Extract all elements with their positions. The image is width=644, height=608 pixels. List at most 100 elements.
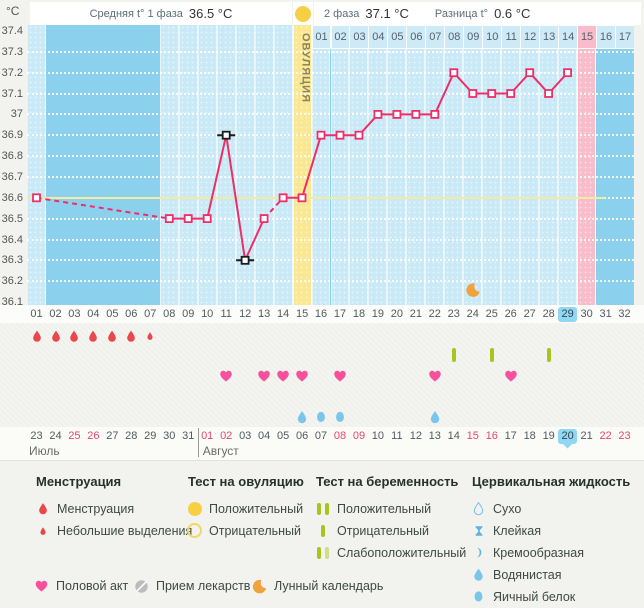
date-label[interactable]: 10 [371,430,385,442]
day-column-27[interactable] [520,25,540,305]
cycle-day-number-17[interactable]: 17 [333,308,347,320]
dry-drop-icon [470,501,487,516]
day-column-17[interactable] [330,25,350,305]
cycle-day-number-06[interactable]: 06 [125,308,138,320]
day-column-10[interactable] [197,25,217,305]
date-label[interactable]: 18 [523,430,536,442]
day-column-25[interactable] [482,25,502,305]
cycle-day-number-11[interactable]: 11 [220,308,232,320]
cycle-day-number-30[interactable]: 30 [580,308,593,320]
temp-marker-day-17 [335,130,345,140]
date-label[interactable]: 03 [239,430,252,442]
spotting-drop-icon [34,526,51,536]
date-label[interactable]: 12 [409,430,423,442]
date-label[interactable]: 02 [220,430,233,442]
legend-item-spotting: Небольшие выделения [34,520,192,541]
cycle-day-number-04[interactable]: 04 [87,308,100,320]
date-label[interactable]: 05 [276,430,290,442]
day-column-30[interactable] [577,25,597,305]
cycle-day-number-24[interactable]: 24 [466,308,479,320]
heart-icon [33,579,50,593]
cycle-day-number-23[interactable]: 23 [447,308,460,320]
date-label[interactable]: 24 [49,430,62,442]
cycle-day-number-25[interactable]: 25 [485,308,498,320]
cycle-day-number-18[interactable]: 18 [352,308,366,320]
cycle-day-number-27[interactable]: 27 [523,308,536,320]
date-label[interactable]: 22 [599,430,612,442]
day-column-23[interactable] [444,25,464,305]
date-label[interactable]: 25 [68,430,81,442]
cycle-day-number-07[interactable]: 07 [144,308,157,320]
cycle-day-number-32[interactable]: 32 [618,308,631,320]
intercourse-heart-icon [219,369,234,383]
day-column-22[interactable] [425,25,445,305]
legend-pregnancy-test: Тест на беременность Положительный Отриц… [314,460,466,564]
date-label[interactable]: 14 [447,430,460,442]
date-label[interactable]: 17 [504,430,517,442]
cycle-day-number-14[interactable]: 14 [276,308,290,320]
cycle-day-number-03[interactable]: 03 [68,308,81,320]
cycle-day-number-10[interactable]: 10 [201,308,214,320]
date-label[interactable]: 07 [314,430,328,442]
date-label[interactable]: 06 [295,430,309,442]
date-label[interactable]: 20 [558,429,578,444]
date-label[interactable]: 21 [580,430,593,442]
date-label[interactable]: 23 [30,430,43,442]
menstruation-drop-icon [146,331,154,341]
day-column-20[interactable] [387,25,407,305]
cycle-day-number-02[interactable]: 02 [49,308,62,320]
day-column-24[interactable] [463,25,483,305]
cycle-day-number-09[interactable]: 09 [182,308,195,320]
day-column-11[interactable] [216,25,236,305]
date-label[interactable]: 04 [257,430,271,442]
grid-line [27,113,634,116]
date-label[interactable]: 29 [144,430,157,442]
pregnancy-weak-positive-icon [314,546,331,559]
cycle-day-number-19[interactable]: 19 [371,308,385,320]
day-column-29[interactable] [558,25,578,305]
date-label[interactable]: 30 [163,430,176,442]
date-label[interactable]: 31 [182,430,195,442]
cycle-day-number-29[interactable]: 29 [558,307,578,322]
cycle-day-number-05[interactable]: 05 [106,308,119,320]
day-column-8[interactable] [159,25,179,305]
cycle-day-number-22[interactable]: 22 [428,308,441,320]
cycle-day-number-13[interactable]: 13 [257,308,271,320]
date-label[interactable]: 19 [542,430,555,442]
cycle-day-number-28[interactable]: 28 [542,308,555,320]
cycle-day-number-26[interactable]: 26 [504,308,517,320]
day-column-14[interactable] [273,25,293,305]
cycle-day-number-16[interactable]: 16 [314,308,328,320]
date-label[interactable]: 27 [106,430,119,442]
date-label[interactable]: 09 [352,430,366,442]
date-label[interactable]: 26 [87,430,100,442]
date-label[interactable]: 08 [333,430,347,442]
date-label[interactable]: 23 [618,430,631,442]
day-column-18[interactable] [349,25,369,305]
date-label[interactable]: 28 [125,430,138,442]
menstruation-drop-icon [87,329,99,344]
cycle-day-number-08[interactable]: 08 [163,308,176,320]
day-column-26[interactable] [501,25,521,305]
date-label[interactable]: 15 [466,430,479,442]
day-column-13[interactable] [254,25,274,305]
cycle-day-number-31[interactable]: 31 [599,308,612,320]
cycle-day-number-15[interactable]: 15 [295,308,309,320]
date-label[interactable]: 01 [201,430,214,442]
day-column-28[interactable] [539,25,559,305]
cycle-day-number-20[interactable]: 20 [390,308,404,320]
cycle-day-number-12[interactable]: 12 [239,308,252,320]
date-label[interactable]: 11 [391,430,403,442]
day-column-19[interactable] [368,25,388,305]
date-label[interactable]: 13 [428,430,441,442]
date-label[interactable]: 16 [485,430,498,442]
day-column-16[interactable] [311,25,331,305]
day-column-9[interactable] [178,25,198,305]
y-tick-label: 36.5 [1,212,23,225]
day-column-1[interactable] [27,25,46,305]
temp-marker-day-20 [392,110,402,119]
intercourse-heart-icon [295,369,310,383]
cycle-day-number-01[interactable]: 01 [30,308,43,320]
cycle-day-number-21[interactable]: 21 [409,308,423,320]
day-column-21[interactable] [406,25,426,305]
